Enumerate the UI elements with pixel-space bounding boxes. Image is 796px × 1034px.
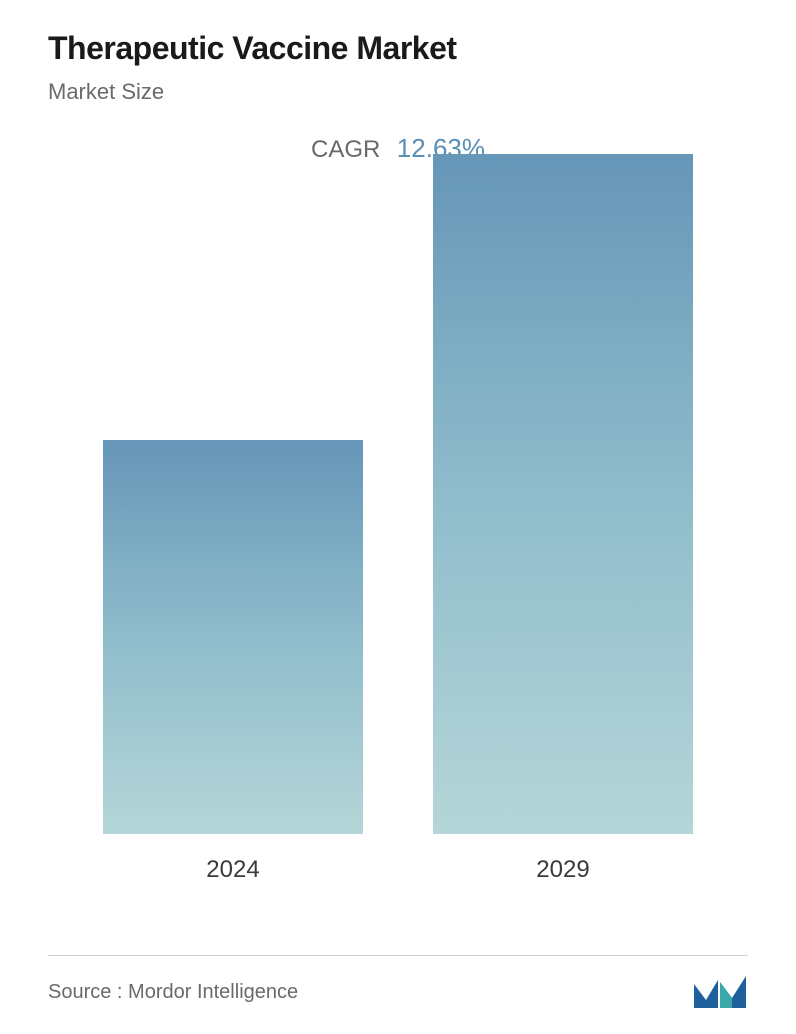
source-text: Source : Mordor Intelligence [48,981,298,1004]
bar-2024 [103,440,363,834]
chart-footer: Source : Mordor Intelligence [48,955,748,1010]
bar-2029 [433,154,693,834]
chart-title: Therapeutic Vaccine Market [48,30,748,67]
bar-chart: 2024 2029 [48,204,748,884]
bar-label: 2029 [536,856,589,884]
bar-group: 2029 [433,154,693,884]
cagr-label: CAGR [311,136,380,163]
chart-container: Therapeutic Vaccine Market Market Size C… [0,0,796,1034]
mordor-logo-icon [692,974,748,1010]
chart-subtitle: Market Size [48,79,748,105]
bar-label: 2024 [206,856,259,884]
bar-group: 2024 [103,440,363,884]
